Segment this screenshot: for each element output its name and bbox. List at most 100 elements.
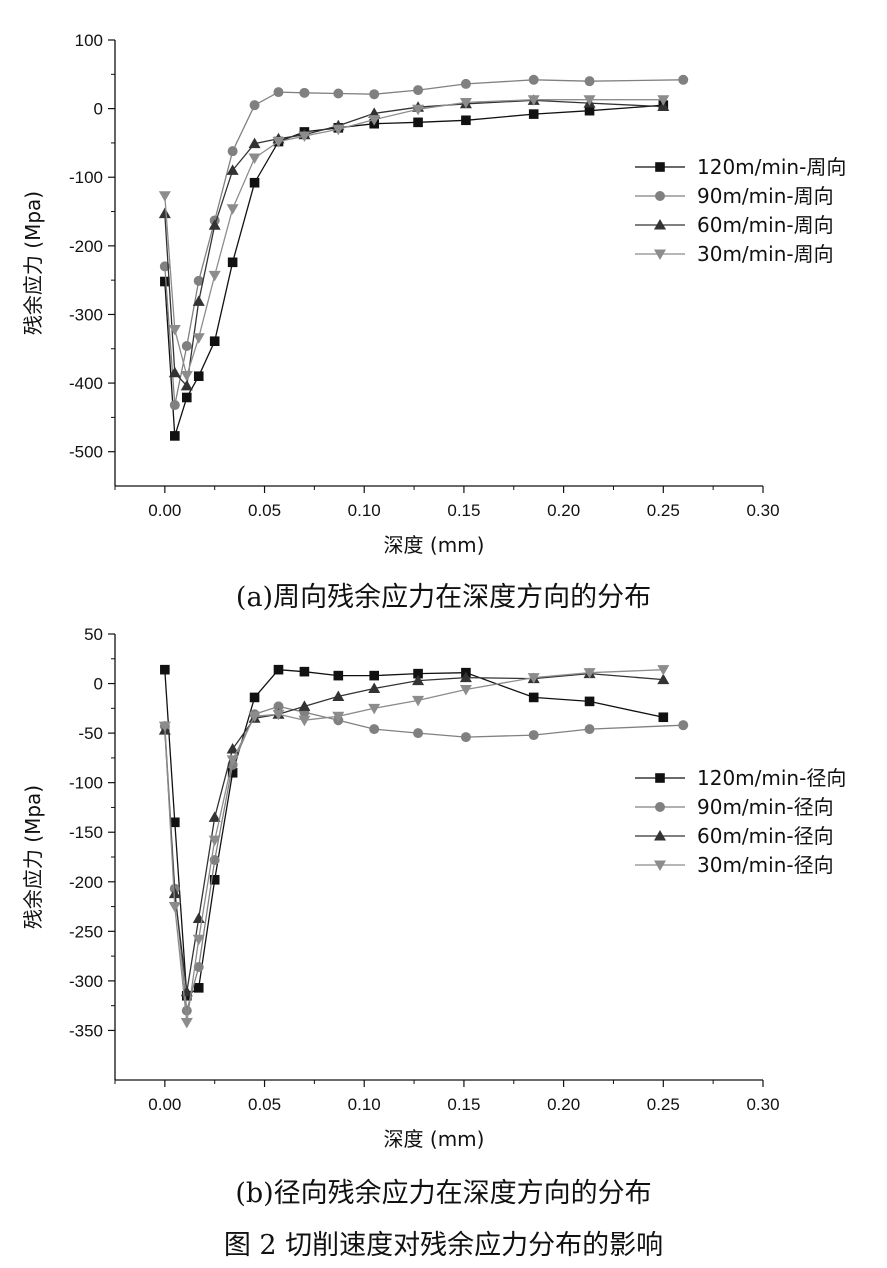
data-point-a-0 <box>160 276 170 287</box>
data-point-a-0 <box>461 115 471 126</box>
data-point-b-2 <box>657 673 670 685</box>
x-axis-label-b: 深度 (mm) <box>384 1127 485 1151</box>
legend-marker-a-1 <box>655 191 665 201</box>
x-tick-label-b: 0.00 <box>148 1095 181 1114</box>
data-point-a-1 <box>584 76 595 87</box>
data-point-b-3 <box>272 709 285 721</box>
legend-marker-a-2 <box>654 219 666 230</box>
data-point-a-1 <box>369 89 380 100</box>
data-point-a-3 <box>583 95 596 106</box>
data-point-a-3 <box>180 371 193 382</box>
y-tick-label-a: -300 <box>69 305 103 324</box>
data-point-b-2 <box>368 682 381 694</box>
x-tick-label-b: 0.20 <box>547 1095 580 1114</box>
data-point-b-3 <box>332 711 345 723</box>
y-tick-label-b: -200 <box>69 873 103 892</box>
x-tick-label-b: 0.10 <box>348 1095 381 1114</box>
data-point-b-2 <box>412 674 425 686</box>
data-point-b-2 <box>226 742 239 754</box>
data-point-b-1 <box>273 701 284 712</box>
data-point-b-0 <box>273 664 284 675</box>
data-point-b-0 <box>658 712 669 723</box>
data-point-b-3 <box>192 934 205 946</box>
data-point-a-0 <box>584 105 595 116</box>
data-point-a-3 <box>368 115 381 126</box>
data-point-a-2 <box>180 379 193 391</box>
data-point-b-3 <box>208 835 221 847</box>
data-point-a-1 <box>333 88 344 99</box>
data-point-b-0 <box>369 670 379 681</box>
legend-label-b-0: 120m/min-径向 <box>697 766 846 790</box>
y-tick-label-b: -50 <box>78 724 103 743</box>
data-point-a-3 <box>412 104 425 116</box>
x-tick-label-b: 0.30 <box>746 1095 779 1114</box>
data-point-a-3 <box>332 124 345 136</box>
series-line-a-1 <box>164 79 684 406</box>
data-point-a-1 <box>181 341 192 352</box>
data-point-a-3 <box>657 95 670 106</box>
data-point-a-3 <box>459 97 472 109</box>
series-line-b-3 <box>164 669 664 1023</box>
data-point-b-3 <box>583 668 596 679</box>
legend-marker-a-3 <box>654 249 666 260</box>
data-point-a-2 <box>158 207 171 219</box>
data-point-b-0 <box>413 668 423 679</box>
legend-label-a-0: 120m/min-周向 <box>697 155 846 179</box>
data-point-b-0 <box>299 666 310 677</box>
data-point-b-1 <box>181 1005 192 1016</box>
x-tick-label-b: 0.25 <box>647 1095 680 1114</box>
data-point-b-3 <box>158 721 171 733</box>
y-tick-label-b: -250 <box>69 922 103 941</box>
data-point-b-0 <box>584 696 595 707</box>
data-point-b-3 <box>527 673 540 684</box>
x-tick-label-a: 0.15 <box>447 501 480 520</box>
chart-b-radial: 0.00 0.05 0.10 0.15 0.20 0.25 0.30 -350 -300 -250… <box>21 625 846 1151</box>
data-point-a-3 <box>248 153 261 165</box>
x-tick-label-b: 0.15 <box>447 1095 480 1114</box>
data-point-a-1 <box>460 78 471 89</box>
data-point-a-0 <box>181 392 192 403</box>
data-point-b-3 <box>657 665 670 676</box>
data-point-a-3 <box>192 333 205 344</box>
data-point-a-0 <box>227 257 238 268</box>
data-point-b-1 <box>460 732 471 743</box>
series-line-a-2 <box>164 99 664 388</box>
y-tick-label-b: -300 <box>69 972 103 991</box>
y-tick-label-a: 100 <box>75 31 103 50</box>
series-line-a-3 <box>164 99 664 378</box>
data-point-a-1 <box>169 400 180 411</box>
data-point-b-2 <box>168 887 181 899</box>
data-point-a-1 <box>193 275 204 286</box>
legend-label-a-3: 30m/min-周向 <box>697 242 834 266</box>
data-point-a-3 <box>158 191 171 202</box>
series-b-3 <box>158 665 670 1029</box>
data-point-a-3 <box>298 131 311 143</box>
data-point-b-0 <box>160 664 170 675</box>
series-line-b-1 <box>164 705 684 1011</box>
series-line-b-0 <box>164 669 664 997</box>
caption-b: (b)径向残余应力在深度方向的分布 <box>235 1178 652 1209</box>
data-point-b-3 <box>168 902 181 913</box>
data-point-b-0 <box>333 670 344 681</box>
x-tick-label-a: 0.10 <box>348 501 381 520</box>
x-tick-label-a: 0.20 <box>547 501 580 520</box>
data-point-a-1 <box>227 146 238 157</box>
data-point-b-1 <box>584 724 595 735</box>
data-point-b-0 <box>227 767 238 778</box>
chart-a-circumferential: 0.00 0.05 0.10 0.15 0.20 0.25 0.30 -500 -400 -300… <box>21 31 846 557</box>
data-point-a-0 <box>249 177 260 188</box>
legend-label-b-3: 30m/min-径向 <box>697 853 834 877</box>
data-point-b-1 <box>678 720 689 731</box>
data-point-a-0 <box>209 336 220 347</box>
legend-marker-b-3 <box>654 860 666 871</box>
data-point-a-2 <box>226 164 239 175</box>
data-point-a-2 <box>168 366 181 378</box>
data-point-b-3 <box>368 703 381 715</box>
figure-caption: 图 2 切削速度对残余应力分布的影响 <box>223 1230 664 1261</box>
legend-marker-b-0 <box>655 773 665 783</box>
data-point-a-2 <box>248 137 261 149</box>
data-point-a-3 <box>272 137 285 148</box>
data-point-a-2 <box>208 219 221 230</box>
data-point-a-2 <box>192 295 205 306</box>
y-tick-label-b: -350 <box>69 1021 103 1040</box>
